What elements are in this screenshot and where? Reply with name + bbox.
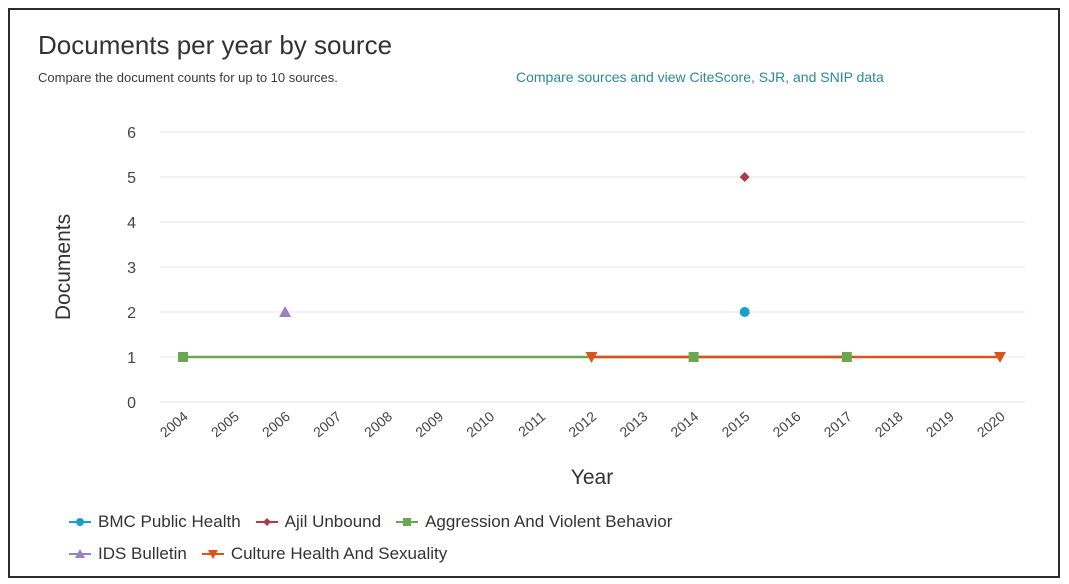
legend-symbol bbox=[69, 518, 91, 526]
legend-symbol bbox=[255, 518, 278, 526]
x-axis-title: Year bbox=[571, 466, 613, 489]
y-tick-label: 2 bbox=[127, 305, 136, 322]
x-tick-label: 2017 bbox=[821, 408, 855, 440]
x-tick-label: 2004 bbox=[157, 408, 191, 440]
culture-health-and-sexuality-point bbox=[585, 352, 598, 363]
legend-item-aggression-and-violent-behavior[interactable]: Aggression And Violent Behavior bbox=[395, 512, 672, 532]
x-tick-label: 2009 bbox=[412, 408, 446, 440]
legend-item-ids-bulletin[interactable]: IDS Bulletin bbox=[68, 544, 187, 564]
y-tick-label: 1 bbox=[127, 350, 136, 367]
legend-label: IDS Bulletin bbox=[98, 544, 187, 563]
legend-label: Culture Health And Sexuality bbox=[230, 544, 448, 563]
legend-item-ajil-unbound[interactable]: Ajil Unbound bbox=[255, 512, 381, 532]
x-tick-label: 2005 bbox=[208, 408, 242, 440]
x-tick-label: 2018 bbox=[872, 408, 906, 440]
y-tick-label: 0 bbox=[127, 395, 136, 412]
x-tick-label: 2010 bbox=[463, 408, 497, 440]
legend-marker bbox=[76, 518, 84, 526]
legend-symbol bbox=[396, 518, 419, 526]
compare-sources-link[interactable]: Compare sources and view CiteScore, SJR,… bbox=[516, 69, 884, 85]
chart-legend: BMC Public Health Ajil Unbound Aggression … bbox=[68, 506, 968, 570]
y-tick-label: 4 bbox=[127, 215, 136, 232]
x-tick-label: 2015 bbox=[718, 408, 752, 440]
x-tick-label: 2014 bbox=[667, 408, 701, 440]
chart-subtitle: Compare the document counts for up to 10… bbox=[38, 70, 338, 85]
bmc-public-health-point bbox=[739, 307, 750, 317]
legend-symbol bbox=[69, 549, 91, 558]
line-chart: 0 1 2 3 4 5 6 2004 2005 2006 2007 2008 2009 2010 2011 2… bbox=[52, 125, 1025, 489]
aggression-and-violent-behavior-point bbox=[841, 352, 852, 362]
y-tick-label: 3 bbox=[127, 260, 136, 277]
aggression-and-violent-behavior-point bbox=[688, 352, 699, 362]
chart-panel bbox=[8, 8, 1060, 578]
legend-marker bbox=[403, 518, 412, 526]
x-tick-label: 2007 bbox=[310, 408, 344, 440]
legend-row: BMC Public Health Ajil Unbound Aggression … bbox=[68, 506, 968, 538]
y-tick-label: 5 bbox=[127, 170, 136, 187]
y-axis-title: Documents bbox=[52, 214, 75, 320]
y-tick-label: 6 bbox=[127, 125, 136, 142]
culture-health-and-sexuality-point bbox=[994, 352, 1006, 363]
aggression-and-violent-behavior-point bbox=[178, 352, 188, 362]
x-tick-label: 2008 bbox=[361, 408, 395, 440]
x-tick-label: 2011 bbox=[515, 408, 549, 440]
x-tick-label: 2006 bbox=[259, 408, 293, 440]
legend-item-culture-health-and-sexuality[interactable]: Culture Health And Sexuality bbox=[201, 544, 447, 564]
legend-label: BMC Public Health bbox=[98, 512, 241, 531]
ajil-unbound-point bbox=[739, 172, 750, 182]
x-tick-label: 2012 bbox=[565, 408, 599, 440]
legend-label: Aggression And Violent Behavior bbox=[425, 512, 673, 531]
legend-item-bmc-public-health[interactable]: BMC Public Health bbox=[68, 512, 241, 532]
ids-bulletin-point bbox=[279, 306, 292, 317]
x-tick-label: 2020 bbox=[974, 408, 1008, 440]
x-tick-label: 2013 bbox=[616, 408, 650, 440]
legend-label: Ajil Unbound bbox=[284, 512, 382, 531]
legend-marker bbox=[262, 518, 271, 526]
x-tick-label: 2019 bbox=[923, 408, 957, 440]
x-tick-label: 2016 bbox=[770, 408, 804, 440]
chart-title: Documents per year by source bbox=[38, 30, 393, 60]
legend-symbol bbox=[201, 550, 224, 559]
legend-marker bbox=[207, 550, 218, 559]
legend-row: IDS Bulletin Culture Health And Sexuality bbox=[68, 538, 968, 570]
legend-marker bbox=[75, 549, 85, 558]
